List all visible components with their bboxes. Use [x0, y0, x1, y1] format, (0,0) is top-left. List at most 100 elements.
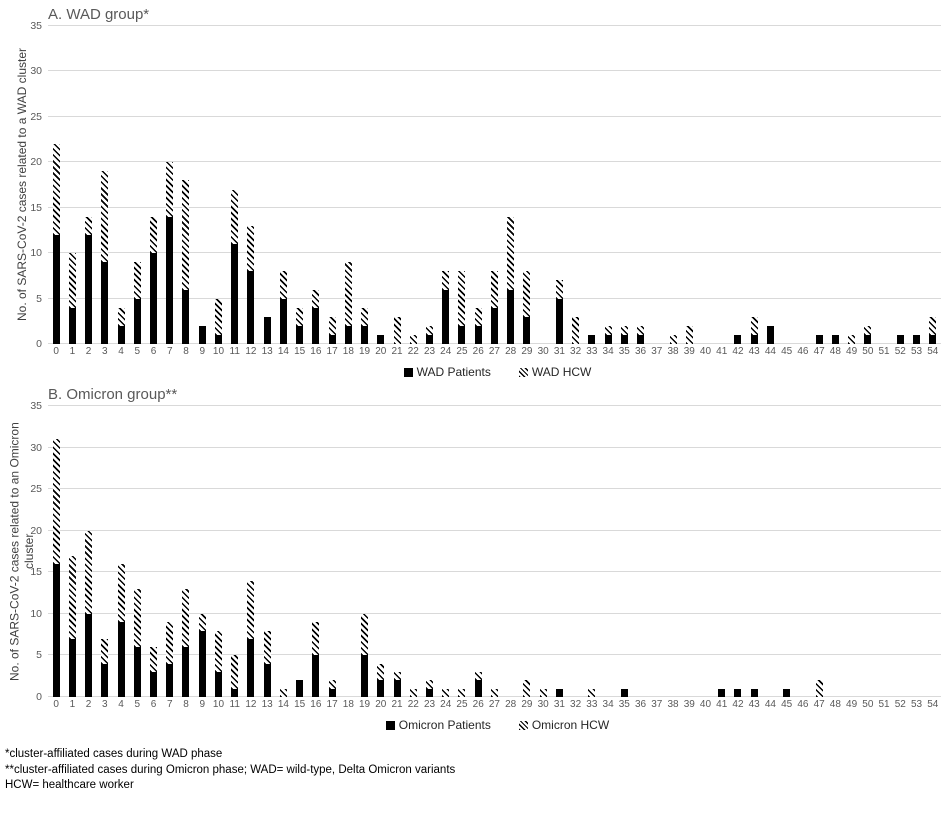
- chart-a-plot-area: No. of SARS-CoV-2 cases related to a WAD…: [15, 20, 941, 350]
- x-tick-label: 26: [472, 699, 484, 710]
- gridline-10: [48, 252, 941, 254]
- x-tick-label: 11: [229, 346, 240, 357]
- y-tick-label: 35: [30, 400, 42, 412]
- bar-38: [665, 26, 681, 344]
- x-tick-label: 4: [118, 346, 124, 357]
- x-tick-label: 39: [683, 699, 695, 710]
- bar-30: [535, 406, 551, 697]
- x-tick-label: 52: [894, 699, 906, 710]
- bar-2-hcw-segment: [85, 216, 93, 235]
- bar-39-hcw-segment: [685, 325, 693, 344]
- bar-44: [762, 406, 778, 697]
- x-tick-label: 34: [602, 346, 614, 357]
- bar-9-patients-segment: [198, 630, 206, 697]
- bar-5-patients-segment: [133, 647, 141, 697]
- bar-17: [324, 26, 340, 344]
- x-tick-label: 17: [326, 346, 338, 357]
- x-tick-label: 41: [716, 346, 728, 357]
- bar-21-patients-segment: [393, 680, 401, 697]
- bar-8-hcw-segment: [182, 588, 190, 648]
- bar-29: [519, 406, 535, 697]
- bar-6-hcw-segment: [150, 647, 158, 673]
- bar-23: [421, 406, 437, 697]
- x-tick-label: 11: [229, 699, 240, 710]
- x-tick-label: 10: [212, 699, 225, 710]
- bar-47: [811, 26, 827, 344]
- bar-37: [649, 406, 665, 697]
- bar-5-hcw-segment: [133, 262, 141, 299]
- y-tick-label: 10: [30, 247, 42, 260]
- bar-43-patients-segment: [750, 334, 758, 344]
- bar-48: [827, 406, 843, 697]
- bar-31-patients-segment: [555, 688, 563, 697]
- gridline-25: [48, 488, 941, 490]
- bar-22-hcw-segment: [409, 688, 417, 697]
- bar-26-hcw-segment: [474, 672, 482, 681]
- bar-25-hcw-segment: [458, 271, 466, 326]
- bar-43: [746, 406, 762, 697]
- bar-36-patients-segment: [637, 334, 645, 344]
- x-tick-label: 21: [391, 699, 403, 710]
- legend-label: Omicron Patients: [398, 718, 491, 732]
- bar-13: [259, 26, 275, 344]
- x-tick-label: 10: [212, 346, 225, 357]
- bar-54: [925, 406, 941, 697]
- bar-24-hcw-segment: [442, 271, 450, 290]
- x-tick-label: 0: [53, 699, 59, 710]
- bar-9-patients-segment: [198, 325, 206, 344]
- bar-0-hcw-segment: [52, 144, 60, 235]
- x-tick-label: 2: [85, 346, 92, 357]
- bar-20-patients-segment: [377, 680, 385, 697]
- bar-41-patients-segment: [718, 688, 726, 697]
- bar-29-hcw-segment: [523, 271, 531, 317]
- x-tick-label: 3: [102, 346, 108, 357]
- gridline-30: [48, 70, 941, 72]
- solid-square-icon: [385, 720, 395, 730]
- bar-7-patients-segment: [166, 663, 174, 697]
- bar-0: [48, 406, 64, 697]
- chart-a-x-axis-labels: 0 1 2 3 4 5 6 7 8 9 10 11 12 13 14 15 16 17 18 19 20 21 22 23 24…: [48, 346, 941, 360]
- bar-19: [356, 26, 372, 344]
- x-tick-label: 30: [537, 699, 549, 710]
- x-tick-label: 42: [732, 699, 744, 710]
- bar-28: [503, 406, 519, 697]
- y-tick-label: 5: [36, 649, 42, 662]
- bar-51: [876, 406, 892, 697]
- x-tick-label: 4: [118, 699, 124, 710]
- bar-30: [535, 26, 551, 344]
- bar-40: [697, 26, 713, 344]
- bar-4-patients-segment: [117, 622, 125, 697]
- bar-38-hcw-segment: [669, 334, 677, 344]
- chart-a-bars: [48, 26, 941, 344]
- x-tick-label: 53: [910, 346, 923, 357]
- x-tick-label: 31: [553, 699, 565, 710]
- bar-23-hcw-segment: [426, 325, 433, 335]
- bar-32: [568, 406, 584, 697]
- gridline-25: [48, 115, 941, 117]
- bar-10: [210, 406, 226, 697]
- x-tick-label: 42: [732, 346, 744, 357]
- bar-21: [389, 26, 405, 344]
- bar-27-patients-segment: [490, 307, 498, 344]
- bar-17-patients-segment: [328, 334, 336, 344]
- gridline-30: [48, 446, 941, 448]
- bar-12-hcw-segment: [247, 225, 255, 272]
- x-tick-label: 32: [570, 346, 582, 357]
- bar-51: [876, 26, 892, 344]
- bar-3: [97, 406, 113, 697]
- bar-1-hcw-segment: [68, 253, 76, 308]
- x-tick-label: 17: [326, 699, 338, 710]
- x-tick-label: 19: [359, 346, 371, 357]
- x-tick-label: 9: [199, 346, 205, 357]
- bar-30-hcw-segment: [539, 688, 547, 697]
- x-tick-label: 18: [342, 346, 354, 357]
- bar-22: [405, 406, 421, 697]
- bar-2: [80, 26, 96, 344]
- bar-22: [405, 26, 421, 344]
- bar-36: [632, 406, 648, 697]
- bar-52: [892, 26, 908, 344]
- bar-2-hcw-segment: [85, 530, 93, 614]
- bar-34: [600, 406, 616, 697]
- bar-16-hcw-segment: [312, 289, 320, 308]
- x-tick-label: 13: [261, 346, 273, 357]
